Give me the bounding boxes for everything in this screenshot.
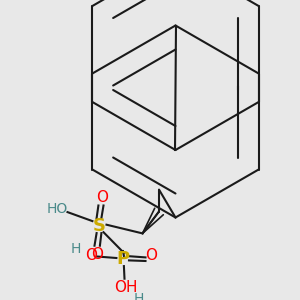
Text: H: H [71,242,81,256]
Text: HO: HO [46,202,68,216]
Text: O: O [85,248,98,263]
Text: H: H [134,292,144,300]
Text: O: O [146,248,158,263]
Text: O: O [96,190,108,205]
Text: P: P [116,250,130,268]
Text: O: O [92,247,104,262]
Text: S: S [92,217,106,235]
Text: OH: OH [114,280,138,295]
